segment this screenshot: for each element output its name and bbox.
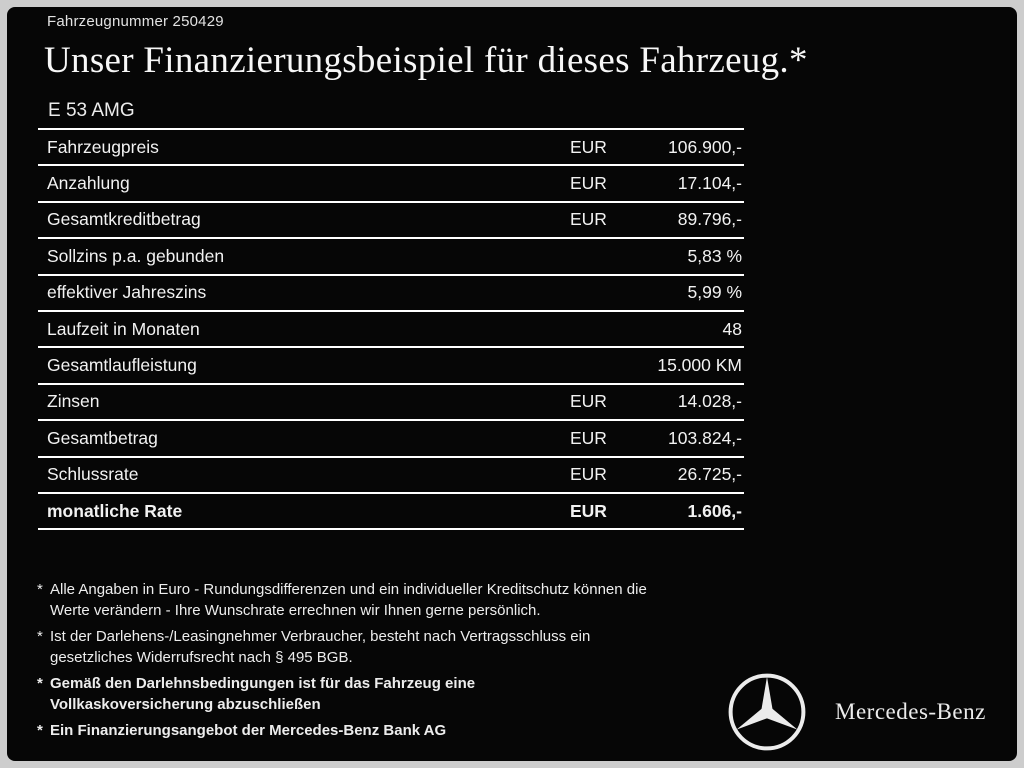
footnotes: * Alle Angaben in Euro - Rundungsdiffere… bbox=[37, 579, 757, 746]
row-label: Schlussrate bbox=[47, 464, 139, 485]
row-value: 103.824,- bbox=[668, 427, 742, 448]
table-row-schlussrate: Schlussrate EUR 26.725,- bbox=[38, 455, 744, 492]
row-value: 48 bbox=[722, 318, 742, 339]
table-row-laufzeit: Laufzeit in Monaten 48 bbox=[38, 309, 744, 346]
mercedes-star-icon bbox=[728, 673, 806, 751]
table-row-anzahlung: Anzahlung EUR 17.104,- bbox=[38, 164, 744, 200]
table-row-gesamtbetrag: Gesamtbetrag EUR 103.824,- bbox=[38, 419, 744, 455]
table-row-monatliche-rate: monatliche Rate EUR 1.606,- bbox=[38, 491, 744, 528]
row-currency: EUR bbox=[570, 136, 607, 157]
model-name: E 53 AMG bbox=[48, 100, 135, 121]
row-label: Gesamtbetrag bbox=[47, 427, 158, 448]
vehicle-number: Fahrzeugnummer 250429 bbox=[47, 13, 224, 30]
row-currency: EUR bbox=[570, 209, 607, 230]
row-value: 17.104,- bbox=[677, 173, 742, 194]
brand-name: Mercedes-Benz bbox=[835, 699, 986, 724]
footnote-text: Alle Angaben in Euro - Rundungsdifferenz… bbox=[50, 581, 647, 619]
row-currency: EUR bbox=[570, 464, 607, 485]
row-currency: EUR bbox=[570, 500, 607, 521]
row-label: effektiver Jahreszins bbox=[47, 282, 207, 303]
page-title: Unser Finanzierungsbeispiel für dieses F… bbox=[44, 40, 808, 81]
footnote-marker: * bbox=[37, 722, 43, 739]
brand-logo-area: Mercedes-Benz bbox=[727, 672, 986, 752]
footnote-text: Gemäß den Darlehnsbedingungen ist für da… bbox=[50, 675, 476, 713]
row-label: Anzahlung bbox=[47, 173, 130, 194]
row-value: 15.000 KM bbox=[657, 355, 742, 376]
footnote-marker: * bbox=[37, 675, 43, 692]
row-value: 1.606,- bbox=[687, 500, 742, 521]
row-label: Sollzins p.a. gebunden bbox=[47, 245, 225, 266]
footnote-rounding-disclaimer: * Alle Angaben in Euro - Rundungsdiffere… bbox=[37, 579, 757, 621]
row-value: 14.028,- bbox=[677, 391, 742, 412]
row-currency: EUR bbox=[570, 391, 607, 412]
footnote-widerrufsrecht: * Ist der Darlehens-/Leasingnehmer Verbr… bbox=[37, 626, 757, 668]
row-label: Laufzeit in Monaten bbox=[47, 318, 200, 339]
footnote-marker: * bbox=[37, 581, 43, 598]
footnote-marker: * bbox=[37, 628, 43, 645]
table-row-zinsen: Zinsen EUR 14.028,- bbox=[38, 382, 744, 419]
footnote-bank-offer: * Ein Finanzierungsangebot der Mercedes-… bbox=[37, 720, 757, 741]
table-row-gesamtlaufleistung: Gesamtlaufleistung 15.000 KM bbox=[38, 346, 744, 382]
row-currency: EUR bbox=[570, 173, 607, 194]
row-value: 106.900,- bbox=[668, 136, 742, 157]
row-label: Gesamtkreditbetrag bbox=[47, 209, 201, 230]
table-row-effektiver-jahreszins: effektiver Jahreszins 5,99 % bbox=[38, 273, 744, 310]
financing-sheet: Fahrzeugnummer 250429 Unser Finanzierung… bbox=[7, 7, 1017, 761]
row-label: monatliche Rate bbox=[47, 500, 183, 521]
row-label: Fahrzeugpreis bbox=[47, 136, 159, 157]
row-currency: EUR bbox=[570, 427, 607, 448]
footnote-text: Ist der Darlehens-/Leasingnehmer Verbrau… bbox=[50, 628, 591, 666]
table-row-sollzins: Sollzins p.a. gebunden 5,83 % bbox=[38, 237, 744, 273]
financing-table: Fahrzeugpreis EUR 106.900,- Anzahlung EU… bbox=[38, 128, 744, 531]
row-value: 5,99 % bbox=[687, 282, 742, 303]
footnote-text: Ein Finanzierungsangebot der Mercedes-Be… bbox=[50, 722, 447, 739]
table-row-gesamtkreditbetrag: Gesamtkreditbetrag EUR 89.796,- bbox=[38, 200, 744, 237]
row-value: 89.796,- bbox=[677, 209, 742, 230]
row-value: 26.725,- bbox=[677, 464, 742, 485]
row-label: Gesamtlaufleistung bbox=[47, 355, 197, 376]
row-value: 5,83 % bbox=[687, 245, 742, 266]
table-row-fahrzeugpreis: Fahrzeugpreis EUR 106.900,- bbox=[38, 128, 744, 164]
row-label: Zinsen bbox=[47, 391, 100, 412]
footnote-vollkasko: * Gemäß den Darlehnsbedingungen ist für … bbox=[37, 673, 757, 715]
